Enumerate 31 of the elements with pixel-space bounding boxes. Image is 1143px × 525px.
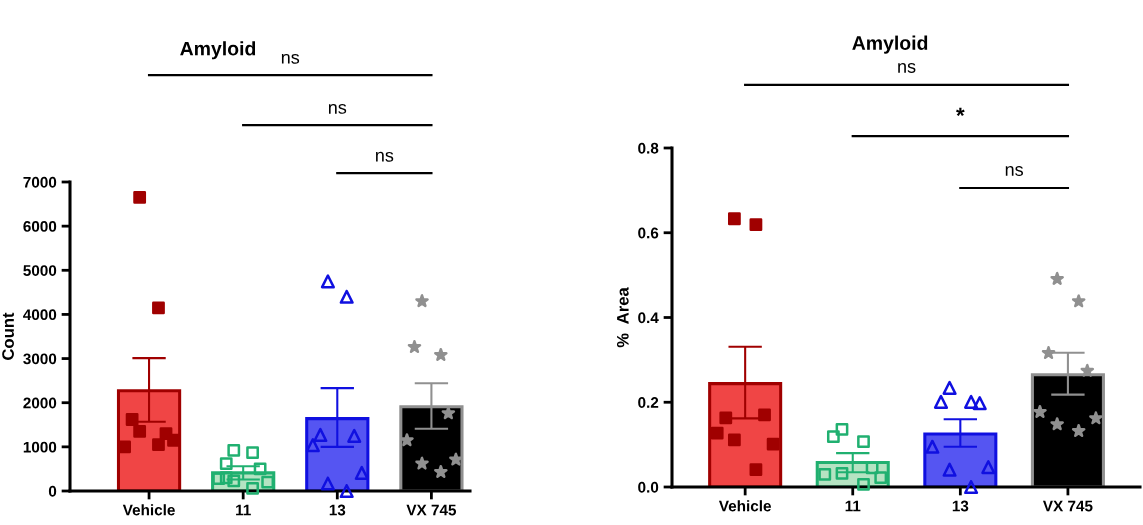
y-tick-label: 3000	[23, 353, 57, 365]
y-tick-label: 6000	[23, 221, 57, 232]
x-tick-label: Vehicle	[718, 500, 771, 512]
y-tick-label: 0.4	[638, 312, 659, 324]
x-tick-label: VX 745	[406, 504, 457, 516]
y-tick-label: 0.6	[638, 227, 659, 239]
annotation: ns	[1005, 166, 1024, 176]
chart-title: Amyloid	[180, 41, 256, 60]
x-tick-label: 11	[236, 504, 251, 516]
y-tick-label: 1000	[23, 441, 57, 453]
y-tick-label: 0.8	[638, 142, 659, 154]
y-tick-label: 0	[48, 485, 57, 497]
y-tick-label: 0.2	[638, 397, 659, 408]
text: ns	[376, 151, 394, 162]
x-tick-label: 13	[329, 504, 346, 516]
text: ns	[281, 53, 300, 64]
x-tick-label: VX 745	[1042, 500, 1093, 512]
chart-title: Amyloid	[852, 35, 928, 54]
y-tick-label: 7000	[23, 176, 57, 188]
y-axis-title: Count	[2, 312, 14, 360]
y-tick-label: 2000	[23, 397, 57, 409]
text: ns	[328, 103, 347, 114]
y-axis-title: % Area	[616, 287, 629, 348]
text: *	[956, 107, 965, 117]
y-tick-label: 0.0	[638, 481, 659, 493]
text: ns	[898, 63, 916, 73]
y-tick-label: 5000	[23, 265, 57, 276]
x-tick-label: 13	[952, 500, 969, 512]
x-tick-label: Vehicle	[122, 504, 175, 516]
y-tick-label: 4000	[23, 309, 57, 321]
x-tick-label: 11	[845, 500, 861, 512]
